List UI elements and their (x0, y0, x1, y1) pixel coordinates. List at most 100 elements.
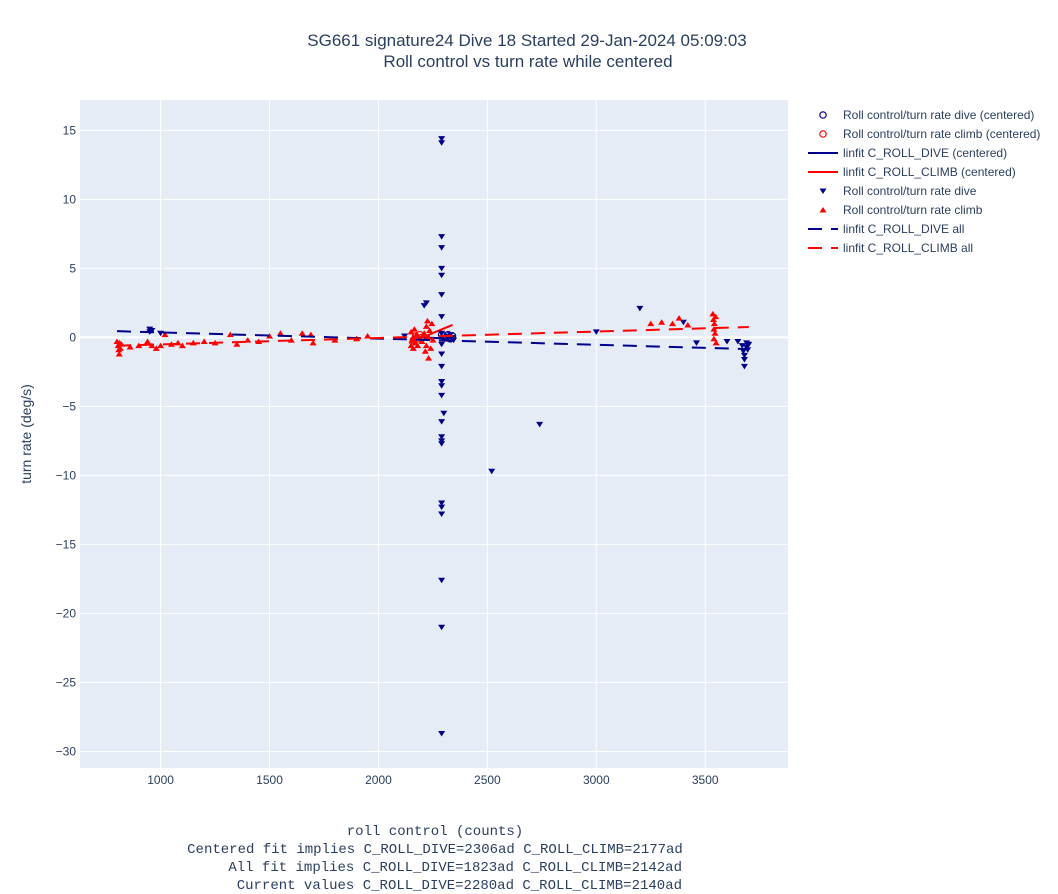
data-point (438, 363, 446, 370)
plot-layer (113, 136, 753, 737)
data-point (409, 345, 417, 351)
legend-label: Roll control/turn rate dive (843, 184, 977, 198)
data-point (429, 337, 437, 343)
data-point (438, 383, 446, 389)
data-point (426, 327, 434, 333)
data-point (488, 468, 496, 475)
data-point (161, 331, 169, 338)
data-point (298, 330, 306, 336)
data-point (710, 320, 718, 327)
x-axis-label-block: roll control (counts) Centered fit impli… (187, 824, 683, 894)
data-point (739, 348, 747, 355)
data-point (438, 441, 446, 447)
data-point (438, 341, 446, 348)
data-point (675, 315, 683, 321)
data-point (709, 310, 717, 317)
legend-item: linfit C_ROLL_CLIMB all (808, 241, 973, 255)
data-point (438, 265, 446, 272)
grid-lines (80, 100, 788, 768)
data-point (709, 316, 717, 322)
data-point (408, 337, 416, 343)
data-point (309, 339, 317, 346)
chart-subtitle: Roll control vs turn rate while centered (383, 52, 672, 71)
data-point (438, 245, 446, 251)
data-point (233, 341, 241, 347)
data-point (711, 330, 719, 336)
y-tick-label: −20 (56, 606, 77, 620)
data-point (438, 730, 446, 737)
data-point (658, 319, 666, 325)
data-point (745, 341, 753, 348)
y-tick-label: 0 (69, 330, 76, 344)
data-point (636, 305, 644, 312)
data-point (152, 345, 160, 351)
data-point (438, 434, 446, 440)
data-point (135, 342, 143, 349)
data-point (427, 345, 435, 351)
y-tick-label: −30 (56, 744, 77, 758)
data-point (438, 577, 446, 584)
series-linfit-c-roll-dive-all (117, 330, 749, 351)
data-point (144, 338, 152, 345)
data-point (226, 331, 234, 338)
y-tick-label: 15 (63, 123, 77, 137)
data-point (679, 319, 687, 326)
legend-marker-symbol (819, 188, 827, 194)
data-point (126, 344, 134, 350)
data-point (438, 314, 446, 320)
data-point (712, 339, 720, 346)
data-point (410, 326, 418, 332)
data-point (669, 320, 677, 327)
data-point (738, 343, 746, 349)
data-point (413, 331, 421, 338)
legend-item: linfit C_ROLL_DIVE all (808, 222, 964, 236)
data-point (425, 355, 433, 361)
data-point (438, 392, 446, 399)
data-point (409, 334, 417, 340)
y-tick-label: −25 (56, 675, 77, 689)
current-values-note: Current values C_ROLL_DIVE=2280ad C_ROLL… (237, 878, 682, 894)
data-point (438, 504, 446, 511)
legend-item: Roll control/turn rate dive (centered) (819, 108, 1034, 122)
y-tick-labels: 15 10 5 0 −5 −10 −15 −20 −25 −30 (56, 123, 77, 758)
data-point (734, 339, 742, 345)
data-point (710, 335, 718, 342)
data-point (438, 234, 446, 240)
data-point (422, 342, 430, 349)
legend-label: linfit C_ROLL_CLIMB all (843, 241, 973, 255)
legend-marker-symbol (819, 130, 827, 138)
x-tick-label: 2000 (365, 773, 392, 787)
legend-label: Roll control/turn rate dive (centered) (843, 108, 1034, 122)
data-point (364, 333, 372, 339)
data-point (157, 342, 165, 349)
data-point (422, 300, 430, 306)
centered-fit-note: Centered fit implies C_ROLL_DIVE=2306ad … (187, 842, 683, 858)
data-point (418, 338, 426, 345)
y-tick-label: −15 (56, 537, 77, 551)
data-point (178, 342, 186, 349)
y-tick-label: 5 (69, 261, 76, 275)
data-point (438, 136, 446, 142)
fit-line (117, 326, 749, 347)
data-point (740, 363, 748, 370)
x-tick-label: 3500 (692, 773, 719, 787)
x-tick-label: 3000 (583, 773, 610, 787)
x-tick-labels: 1000 1500 2000 2500 3000 3500 (147, 773, 719, 787)
data-point (723, 339, 731, 345)
y-tick-label: 10 (63, 192, 77, 206)
x-tick-label: 2500 (474, 773, 501, 787)
y-tick-label: −10 (56, 468, 77, 482)
data-point (440, 410, 448, 417)
data-point (407, 328, 415, 335)
chart-title: SG661 signature24 Dive 18 Started 29-Jan… (307, 31, 746, 50)
y-axis-label: turn rate (deg/s) (18, 384, 34, 484)
data-point (157, 330, 165, 337)
y-tick-label: −5 (62, 399, 76, 413)
data-point (423, 317, 431, 324)
legend: Roll control/turn rate dive (centered) Ro… (808, 108, 1040, 255)
data-point (438, 438, 446, 444)
data-point (647, 320, 655, 327)
data-point (276, 330, 284, 336)
data-point (428, 320, 436, 327)
data-point (438, 511, 446, 518)
